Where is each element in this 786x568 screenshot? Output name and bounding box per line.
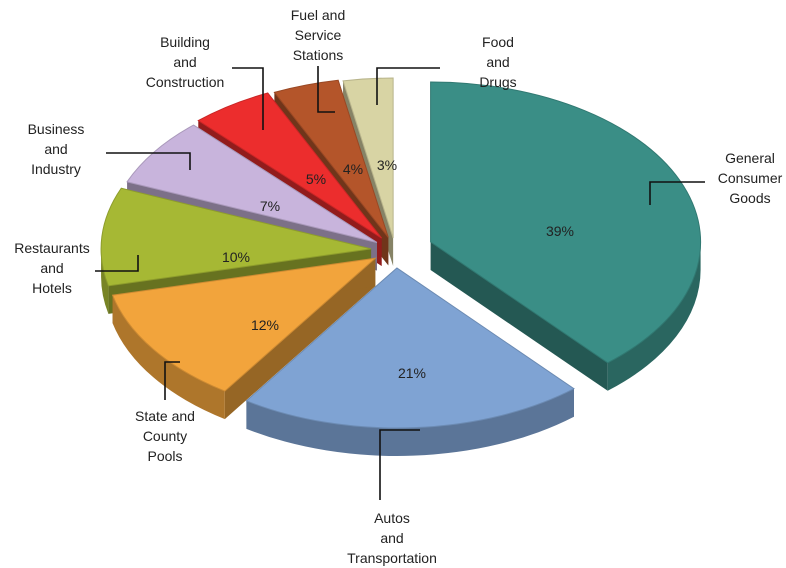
category-label-line: General (725, 150, 775, 166)
leader-lines (95, 66, 705, 500)
category-label-fuel-and-service-stations: Fuel and Service Stations (291, 7, 345, 63)
category-label-food-and-drugs: Food and Drugs (479, 34, 516, 90)
category-label-line: Restaurants (14, 240, 89, 256)
category-label-line: Food (482, 34, 514, 50)
category-label-line: and (380, 530, 403, 546)
category-label-line: Stations (293, 47, 344, 63)
category-label-line: Service (295, 27, 342, 43)
category-label-line: Drugs (479, 74, 516, 90)
slice-fuel-and-service-stations (273, 79, 389, 238)
slice-side-general-consumer-goods (430, 242, 701, 391)
category-label-line: and (40, 260, 63, 276)
slice-general-consumer-goods (430, 81, 702, 364)
value-label-fuel-and-service-stations: 4% (343, 161, 363, 177)
category-labels: General Consumer Goods Autos and Transportati… (14, 7, 782, 566)
category-label-line: State and (135, 408, 195, 424)
category-label-building-and-construction: Building and Construction (146, 34, 225, 90)
category-label-line: Industry (31, 161, 81, 177)
slice-outer-face (607, 242, 701, 391)
slice-outer-face (101, 248, 109, 314)
category-label-line: Consumer (718, 170, 783, 186)
value-label-state-and-county-pools: 12% (251, 317, 279, 333)
category-label-line: Construction (146, 74, 225, 90)
slice-food-and-drugs (342, 77, 394, 239)
category-label-line: Fuel and (291, 7, 345, 23)
value-labels: 39% 21% 12% 10% 7% 5% 4% 3% (222, 157, 574, 381)
leader-line-fuel-and-service-stations (317, 66, 335, 113)
category-label-line: and (173, 54, 196, 70)
leader-line-restaurants-and-hotels (95, 255, 139, 272)
slice-outer-face (246, 388, 574, 456)
slice-autos-and-transportation (245, 267, 575, 429)
category-label-line: Building (160, 34, 210, 50)
leader-line-building-and-construction (232, 67, 264, 130)
leader-line-state-and-county-pools (164, 361, 180, 400)
category-label-line: Hotels (32, 280, 72, 296)
category-label-line: Pools (147, 448, 182, 464)
category-label-line: Business (28, 121, 85, 137)
value-label-restaurants-and-hotels: 10% (222, 249, 250, 265)
slice-radial-face (224, 258, 376, 420)
category-label-state-and-county-pools: State and County Pools (135, 408, 195, 464)
leader-line-autos-and-transportation (379, 429, 420, 500)
slice-state-and-county-pools (111, 257, 377, 392)
category-label-line: Goods (729, 190, 770, 206)
value-label-autos-and-transportation: 21% (398, 365, 426, 381)
category-label-line: and (44, 141, 67, 157)
leader-line-food-and-drugs (376, 67, 440, 105)
value-label-food-and-drugs: 3% (377, 157, 397, 173)
category-label-line: County (143, 428, 187, 444)
slice-radial-face (430, 242, 608, 391)
value-label-building-and-construction: 5% (306, 171, 326, 187)
category-label-business-and-industry: Business and Industry (28, 121, 85, 177)
value-label-general-consumer-goods: 39% (546, 223, 574, 239)
slice-tops (100, 77, 702, 429)
category-label-restaurants-and-hotels: Restaurants and Hotels (14, 240, 89, 296)
leader-line-business-and-industry (106, 152, 191, 170)
category-label-autos-and-transportation: Autos and Transportation (347, 510, 437, 566)
value-label-business-and-industry: 7% (260, 198, 280, 214)
slice-restaurants-and-hotels (100, 187, 372, 287)
category-label-general-consumer-goods: General Consumer Goods (718, 150, 783, 206)
category-label-line: Transportation (347, 550, 437, 566)
leader-line-general-consumer-goods (649, 181, 705, 205)
category-label-line: and (486, 54, 509, 70)
slice-building-and-construction (197, 92, 383, 239)
category-label-line: Autos (374, 510, 410, 526)
slice-outer-face (112, 295, 225, 420)
